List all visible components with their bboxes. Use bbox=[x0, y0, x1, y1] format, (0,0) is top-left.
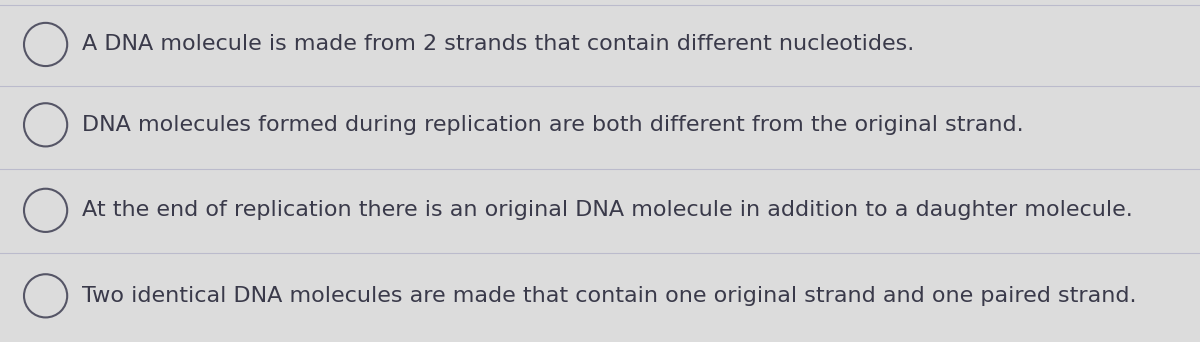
Text: A DNA molecule is made from 2 strands that contain different nucleotides.: A DNA molecule is made from 2 strands th… bbox=[82, 35, 914, 54]
Text: At the end of replication there is an original DNA molecule in addition to a dau: At the end of replication there is an or… bbox=[82, 200, 1133, 220]
Text: DNA molecules formed during replication are both different from the original str: DNA molecules formed during replication … bbox=[82, 115, 1024, 135]
Text: Two identical DNA molecules are made that contain one original strand and one pa: Two identical DNA molecules are made tha… bbox=[82, 286, 1136, 306]
